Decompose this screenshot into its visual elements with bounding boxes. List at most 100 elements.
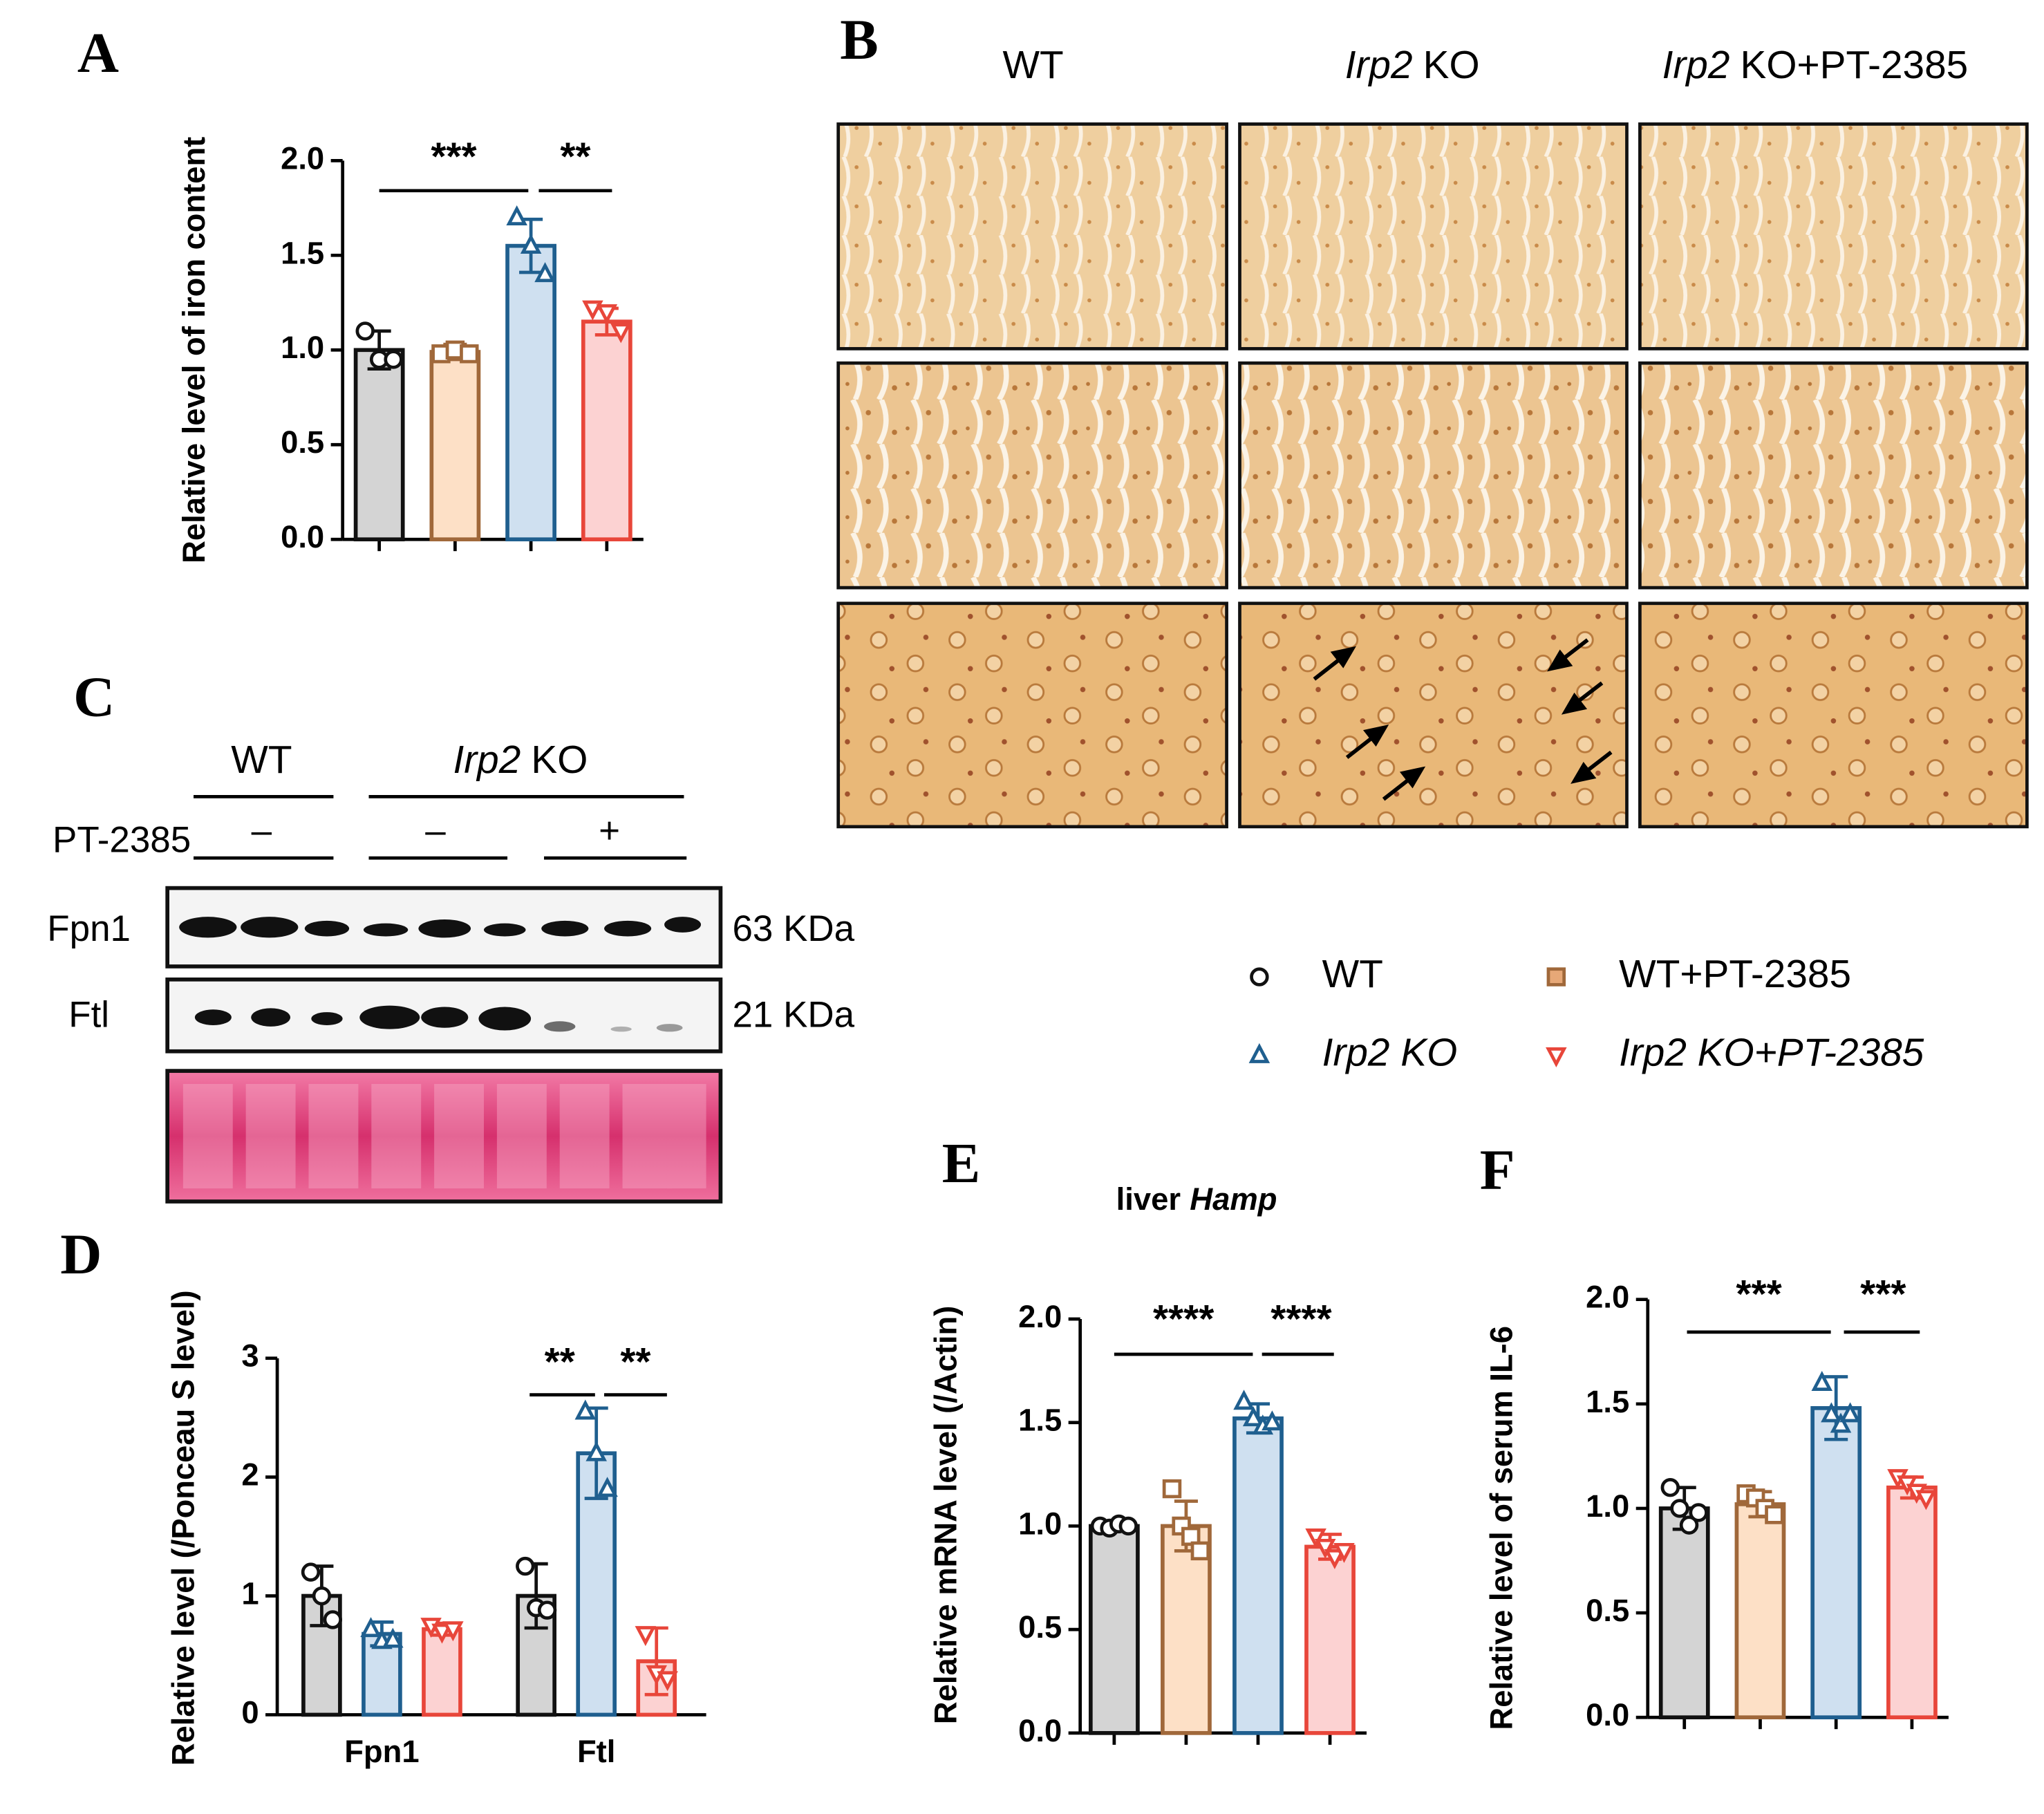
data-point	[384, 350, 403, 369]
title-italic: Hamp	[1190, 1181, 1277, 1217]
data-point	[537, 1600, 557, 1620]
data-point	[1233, 1390, 1255, 1410]
label-text: KO	[1423, 44, 1480, 87]
data-point	[1915, 1490, 1937, 1511]
data-point	[355, 321, 375, 341]
bar	[353, 348, 405, 542]
y-axis-label: Relative level of iron content	[176, 137, 212, 563]
panel-label: A	[77, 21, 119, 84]
legend-label: WT	[1322, 953, 1383, 996]
y-tick-label: 0.0	[1018, 1713, 1062, 1748]
data-point	[301, 1562, 321, 1582]
chart: 0.0 0.5 1.0 1.5 2.0 Relative level of serum I…	[1484, 1273, 1949, 1732]
data-point	[1821, 1402, 1842, 1423]
label: WT	[231, 738, 292, 782]
y-tick-label: 0.5	[1586, 1593, 1629, 1628]
legend-label: WT+PT-2385	[1619, 953, 1851, 996]
significance: ****	[1271, 1298, 1332, 1341]
y-axis-label: Relative mRNA level (/Actin)	[928, 1306, 964, 1724]
label: WT	[1002, 44, 1063, 87]
panel-label: C	[73, 664, 115, 728]
bar	[1810, 1406, 1862, 1720]
y-tick-label: 0.5	[281, 424, 324, 460]
blot-bands	[179, 917, 702, 1032]
layout	[165, 122, 2029, 1204]
significance: **	[560, 135, 591, 178]
blot-size: 63 KDa	[732, 908, 854, 949]
data-point	[1811, 1371, 1833, 1392]
data-point	[1333, 1542, 1355, 1563]
histology-image	[1238, 601, 1629, 829]
label-italic: Irp2	[1345, 44, 1413, 87]
blot-lines	[193, 795, 687, 860]
bar	[1161, 1524, 1212, 1735]
data-point	[1314, 1538, 1336, 1559]
histology-image	[836, 122, 1228, 350]
ponceau-lanes	[182, 1083, 706, 1189]
y-tick-label: 1.0	[281, 330, 324, 365]
y-tick-label: 1.5	[1586, 1384, 1629, 1419]
title-text: liver	[1116, 1181, 1181, 1217]
ponceau-stain	[165, 1069, 723, 1204]
bar	[581, 319, 632, 542]
chart-title: liver Hamp	[1116, 1181, 1277, 1217]
legend-marker	[1546, 1047, 1567, 1067]
data-point	[516, 1556, 535, 1576]
data-point	[596, 304, 618, 325]
histology-image	[1238, 361, 1629, 590]
y-tick-label: 0.0	[1586, 1697, 1629, 1732]
data-point	[585, 1441, 607, 1461]
data-point	[1162, 1479, 1182, 1499]
y-tick-label: 0.0	[281, 519, 324, 554]
data-point	[382, 1627, 404, 1648]
y-tick-label: 1.5	[1018, 1403, 1062, 1438]
y-axis-label: Relative level (/Ponceau S level)	[166, 1290, 201, 1766]
y-tick-label: 1	[241, 1576, 259, 1611]
panel-label: E	[942, 1131, 981, 1195]
legend-marker	[1546, 967, 1566, 987]
legend-marker	[1250, 967, 1269, 987]
y-tick-label: 2	[241, 1457, 259, 1493]
label: Irp2 KO	[1345, 44, 1480, 87]
data-point	[323, 1610, 343, 1629]
treatment: –	[252, 810, 272, 851]
y-axis-label: Relative level of serum IL-6	[1484, 1326, 1519, 1730]
histology-image	[1638, 122, 2029, 350]
significance: ***	[1736, 1273, 1782, 1316]
blot-row-label: Fpn1	[47, 908, 131, 949]
significance: ***	[1860, 1273, 1906, 1316]
histology-image	[1238, 122, 1629, 350]
treatment-label: PT-2385	[53, 819, 191, 860]
data-point	[1679, 1515, 1699, 1535]
data-point	[574, 1399, 597, 1420]
data-point	[1305, 1528, 1326, 1549]
panel-label: B	[840, 8, 879, 71]
data-point	[431, 1623, 453, 1644]
data-point	[582, 300, 603, 321]
significance: **	[620, 1340, 651, 1384]
chart: 0.0 0.5 1.0 1.5 2.0 Relative mRNA level (/Act…	[928, 1181, 1367, 1748]
treatment: –	[425, 810, 446, 851]
y-tick-label: 2.0	[1018, 1299, 1062, 1334]
blot-size: 21 KDa	[732, 995, 854, 1036]
bar	[1658, 1506, 1710, 1720]
bar	[505, 243, 556, 542]
histology-image	[836, 361, 1228, 590]
data-point	[1324, 1549, 1346, 1569]
label: Irp2 KO	[453, 738, 588, 782]
chart: 0.0 0.5 1.0 1.5 2.0 Relative level of iron co…	[176, 135, 644, 563]
histology-image	[1638, 361, 2029, 590]
data-point	[1839, 1402, 1861, 1423]
bar	[1734, 1502, 1786, 1720]
data-point	[506, 205, 527, 225]
histology-image	[836, 601, 1228, 829]
legend-label: Irp2 KO+PT-2385	[1619, 1031, 1924, 1074]
y-tick-label: 0	[241, 1694, 259, 1730]
label-italic: Irp2	[453, 738, 521, 782]
y-tick-label: 1.0	[1586, 1488, 1629, 1524]
bar	[1088, 1524, 1140, 1735]
data-point	[657, 1671, 678, 1692]
data-point	[1660, 1478, 1680, 1497]
data-point	[1262, 1410, 1283, 1431]
